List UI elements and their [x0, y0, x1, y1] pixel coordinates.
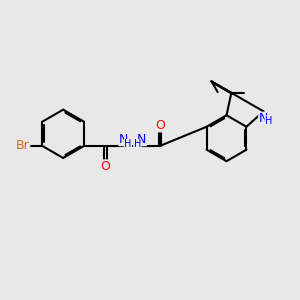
- Text: H: H: [134, 140, 141, 149]
- Text: Br: Br: [16, 140, 30, 152]
- Text: N: N: [137, 133, 146, 146]
- Text: H: H: [265, 116, 272, 126]
- Text: N: N: [259, 112, 268, 125]
- Text: O: O: [100, 160, 110, 173]
- Text: O: O: [155, 119, 165, 132]
- Text: N: N: [119, 133, 128, 146]
- Text: H: H: [124, 140, 132, 149]
